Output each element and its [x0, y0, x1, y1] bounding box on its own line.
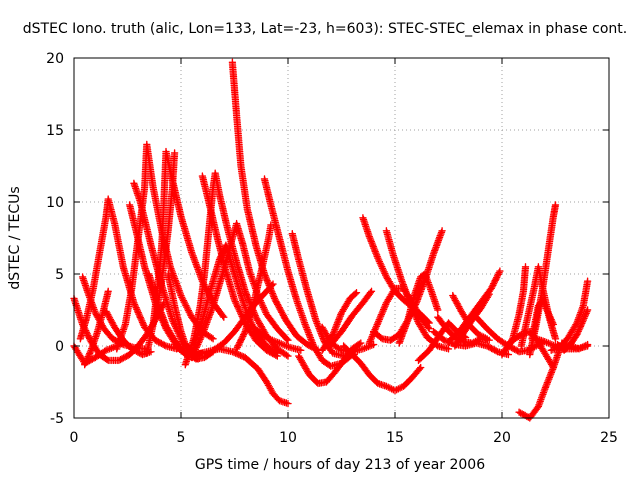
data-series-track	[515, 345, 564, 422]
data-series-track	[528, 296, 558, 343]
x-axis-label: GPS time / hours of day 213 of year 2006	[195, 457, 485, 473]
x-tick-label: 15	[386, 430, 404, 446]
data-series-track	[247, 322, 305, 354]
data-series-track	[339, 342, 425, 395]
y-axis-label: dSTEC / TECUs	[7, 186, 23, 289]
data-point-markers	[318, 289, 361, 354]
axis-ticks: 0 5 10 15 20 25 -5 0 5 10 15 20	[46, 51, 618, 446]
data-series-track	[327, 287, 376, 349]
y-tick-label: 5	[55, 267, 64, 283]
data-series-track	[260, 175, 356, 370]
data-series	[70, 58, 592, 422]
x-tick-label: 10	[279, 430, 297, 446]
y-tick-label: 10	[46, 195, 64, 211]
data-series-track	[395, 270, 442, 347]
data-series-track	[369, 227, 446, 344]
x-tick-label: 5	[177, 430, 186, 446]
x-tick-label: 20	[493, 430, 511, 446]
x-tick-label: 0	[70, 430, 79, 446]
data-series-track	[318, 289, 361, 354]
data-point-markers	[369, 227, 446, 344]
data-point-markers	[327, 287, 376, 349]
data-point-markers	[515, 345, 564, 422]
data-point-markers	[339, 342, 425, 395]
data-point-markers	[260, 175, 356, 370]
data-point-markers	[472, 313, 549, 356]
data-point-markers	[247, 322, 305, 354]
data-point-markers	[232, 221, 275, 353]
data-point-markers	[528, 296, 558, 343]
plot-frame	[73, 57, 610, 419]
data-series-track	[558, 339, 592, 353]
x-tick-label: 25	[600, 430, 618, 446]
data-series-track	[232, 221, 275, 353]
y-tick-label: 20	[46, 51, 64, 67]
data-point-markers	[558, 339, 592, 353]
chart-title: dSTEC Iono. truth (alic, Lon=133, Lat=-2…	[23, 21, 627, 37]
data-series-track	[151, 149, 179, 321]
data-point-markers	[395, 270, 442, 347]
data-point-markers	[151, 149, 179, 321]
data-series-track	[472, 313, 549, 356]
y-tick-label: 0	[55, 339, 64, 355]
y-tick-label: 15	[46, 123, 64, 139]
y-tick-label: -5	[50, 411, 64, 427]
